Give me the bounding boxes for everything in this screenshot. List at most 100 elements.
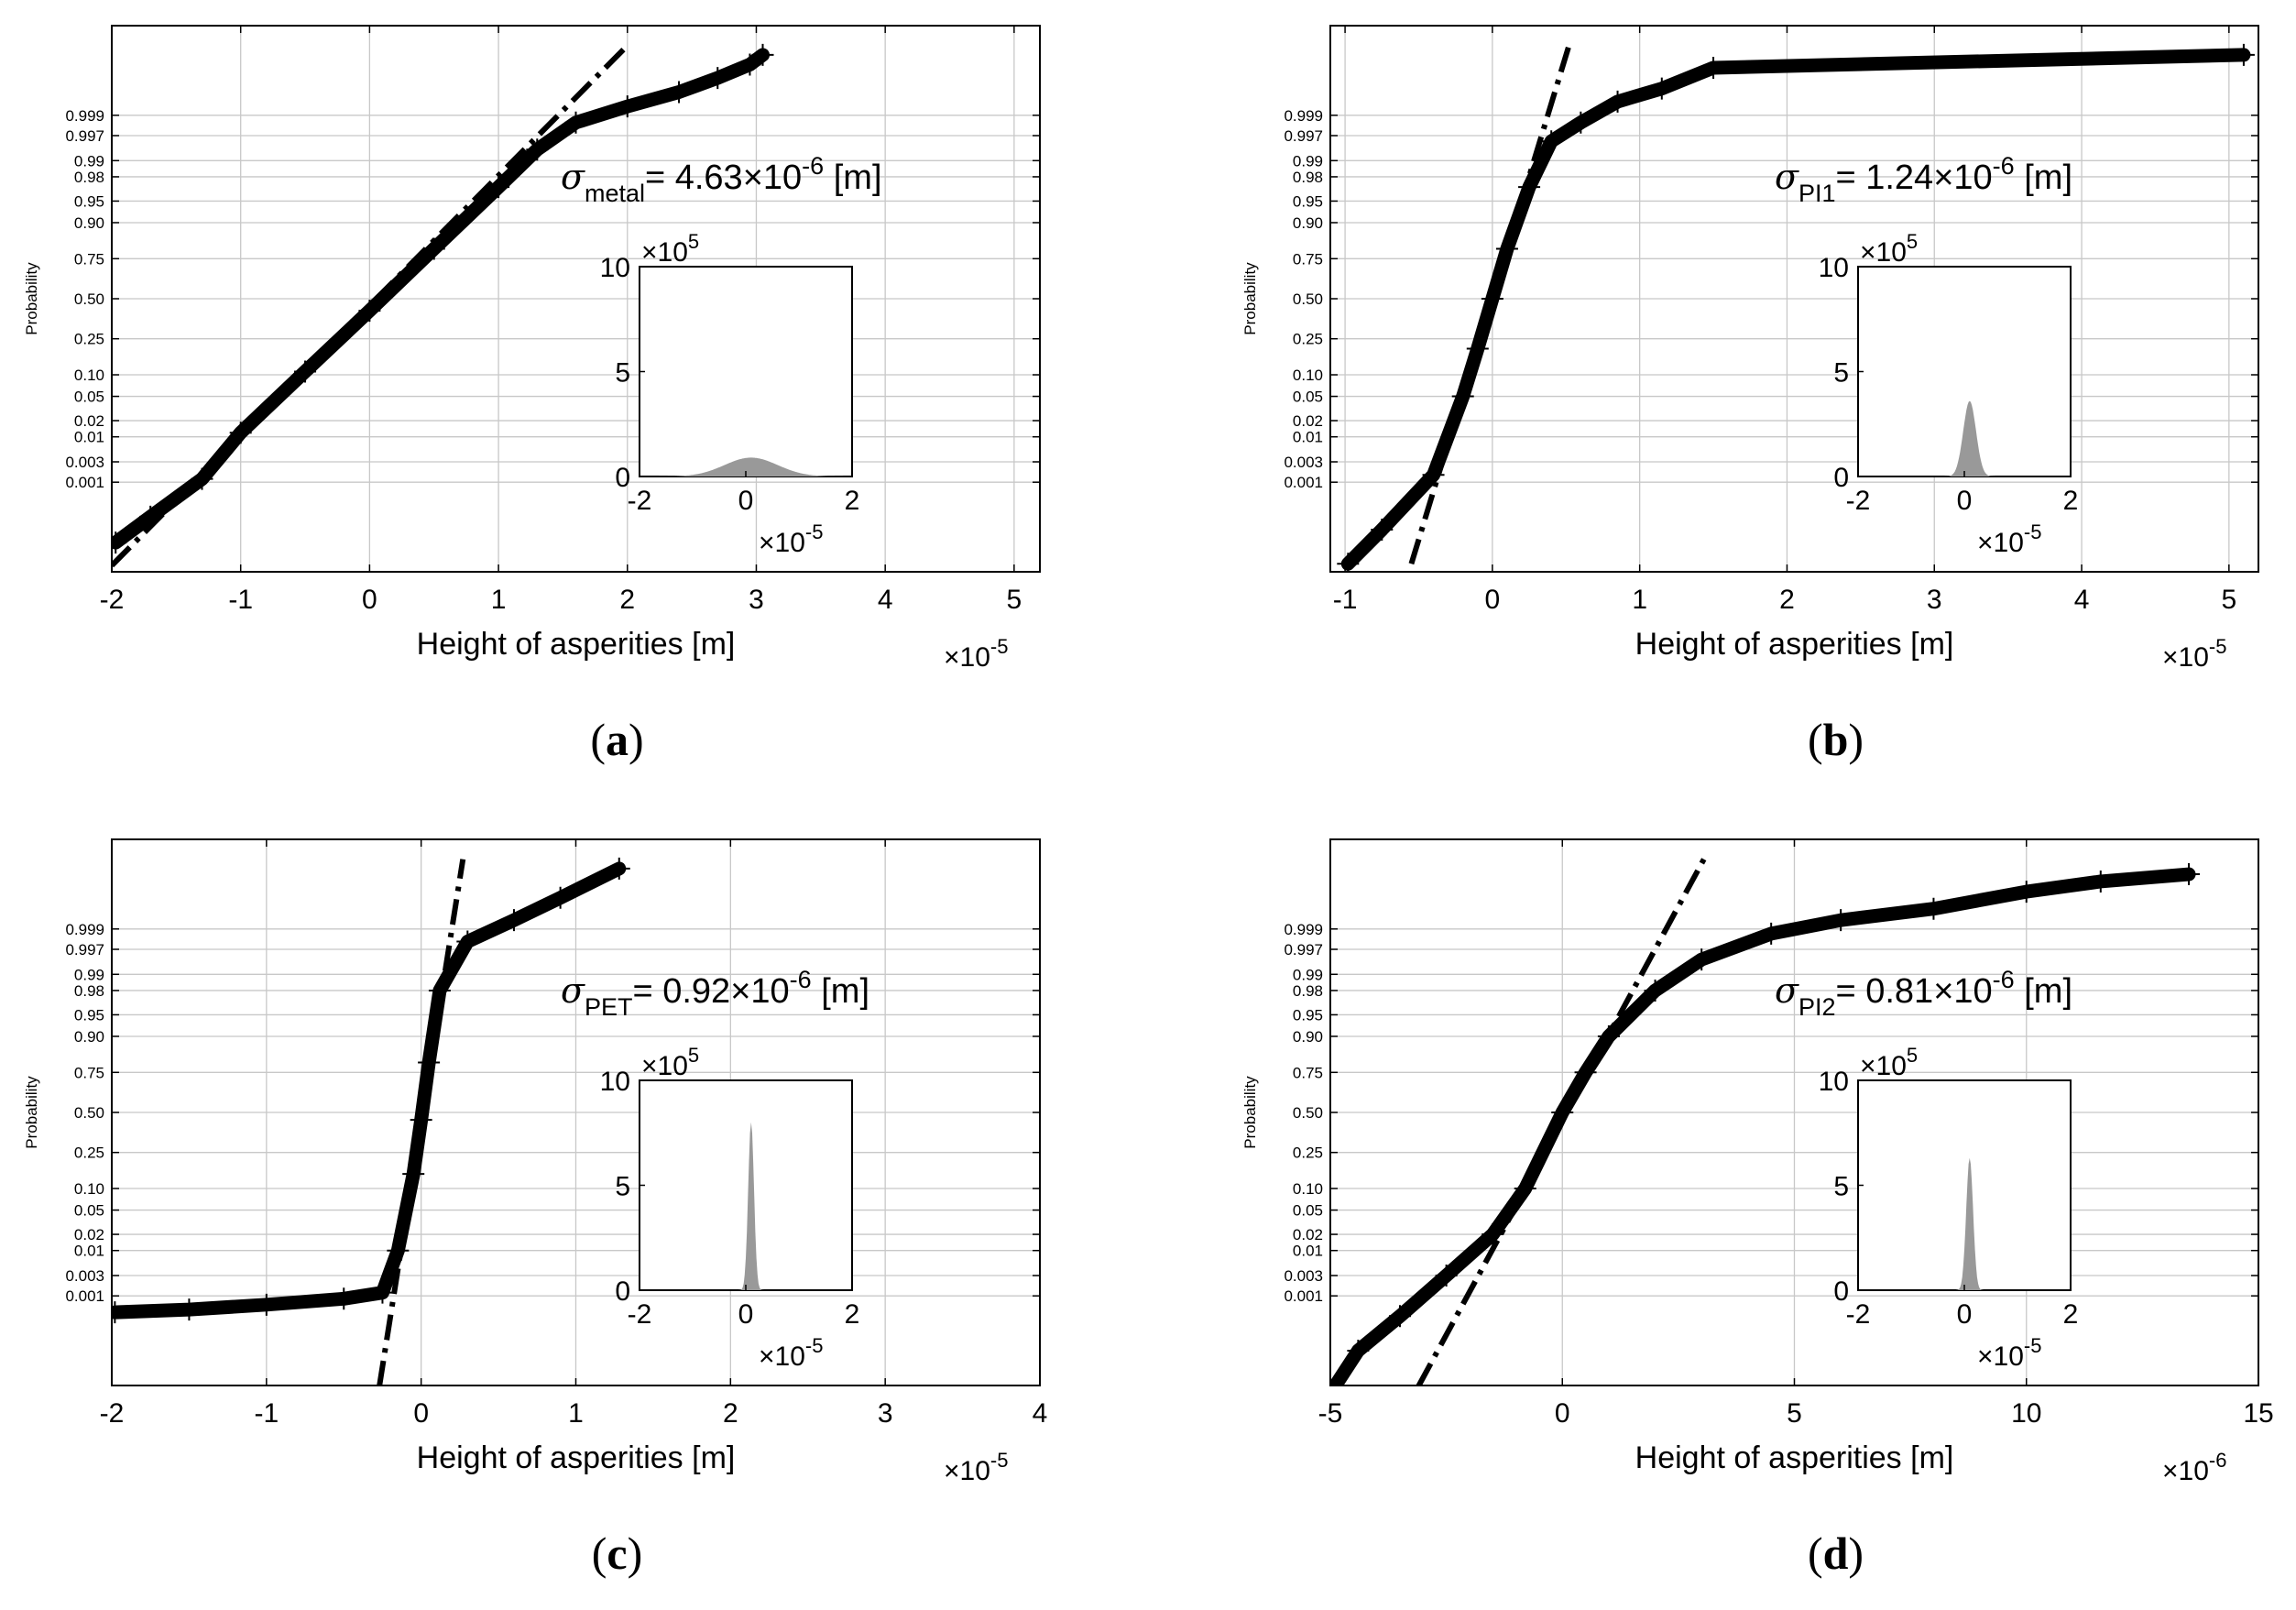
- data-point-marker: [1574, 1061, 1597, 1084]
- x-tick-label: -5: [1318, 1398, 1343, 1429]
- panel-caption: (a): [590, 714, 643, 765]
- data-point-marker: [526, 138, 549, 161]
- x-tick-label: -1: [1333, 585, 1358, 615]
- inset-y-multiplier-base: ×10: [641, 1051, 688, 1081]
- inset-x-tick-label: 0: [738, 1299, 754, 1330]
- y-tick-label: 0.50: [1293, 290, 1323, 308]
- data-point-marker: [607, 857, 630, 880]
- data-point-marker: [1597, 1024, 1620, 1047]
- y-tick-label: 0.997: [1284, 127, 1323, 145]
- inset-x-tick-label: 0: [738, 486, 754, 516]
- data-point-marker: [229, 422, 252, 444]
- x-axis-label: Height of asperities [m]: [1635, 627, 1954, 662]
- data-point-marker: [428, 979, 451, 1002]
- y-tick-label: 0.01: [74, 429, 104, 446]
- data-point-marker: [387, 1239, 410, 1262]
- x-multiplier: ×10-5: [944, 635, 1008, 673]
- y-tick-label: 0.98: [1293, 169, 1323, 186]
- data-point-marker: [616, 95, 639, 118]
- sigma-value: = 4.63: [645, 159, 743, 197]
- y-tick-label: 0.99: [1293, 966, 1323, 983]
- data-point-marker: [1466, 337, 1489, 360]
- data-point-marker: [294, 360, 317, 383]
- sigma-exponent: -6: [1993, 966, 2015, 993]
- y-tick-label: 0.02: [74, 412, 104, 430]
- data-point-marker: [1330, 1375, 1347, 1385]
- x-tick-label: -2: [100, 1398, 125, 1429]
- axes-frame: [111, 838, 1041, 1386]
- y-tick-label: 0.90: [1293, 1028, 1323, 1046]
- y-tick-label: 0.75: [74, 1064, 104, 1081]
- data-point-marker: [178, 1298, 201, 1321]
- y-tick-label: 0.95: [74, 1006, 104, 1024]
- x-tick-label: -2: [100, 585, 125, 615]
- inset-x-multiplier: ×10-5: [1977, 1334, 2041, 1372]
- data-point-marker: [333, 1287, 355, 1310]
- y-tick-label: 0.999: [65, 107, 104, 125]
- data-point-marker: [1514, 1177, 1536, 1200]
- inset-y-tick-label: 5: [1833, 358, 1849, 389]
- sigma-annotation: σPI2= 0.81×10-6 [m]: [1775, 966, 2072, 1021]
- data-point-marker: [1347, 1339, 1370, 1362]
- sigma-times: ×10: [730, 972, 789, 1011]
- sigma-annotation: σPET= 0.92×10-6 [m]: [561, 966, 869, 1021]
- x-tick-label: 0: [362, 585, 377, 615]
- inset-x-tick-label: 2: [845, 1299, 860, 1330]
- inset-x-multiplier-base: ×10: [1977, 528, 2024, 558]
- y-tick-label: 0.98: [1293, 982, 1323, 1000]
- panel-b: -1 0 1 2 3 4 5 0.999 0.997 0.990.98 0.95 0.90 0.75 0.…: [1241, 25, 2259, 765]
- y-tick-label: 0.75: [1293, 1064, 1323, 1081]
- y-tick-label: 0.999: [1284, 107, 1323, 125]
- sigma-value: = 0.92: [632, 972, 730, 1011]
- data-curve: [1340, 48, 2251, 571]
- y-tick-label: 0.50: [1293, 1104, 1323, 1122]
- y-axis-label: Probability: [1241, 262, 1259, 335]
- inset-x-multiplier-exponent: -5: [805, 520, 824, 543]
- panel-a: -2 -1 0 1 2 3 4 5 0.999 0.997 0.990.98 0.95 0.90 0.75…: [23, 25, 1041, 765]
- caption-letter: b: [1823, 714, 1849, 765]
- inset-x-tick-label: 2: [2063, 486, 2079, 516]
- inset-x-multiplier: ×10-5: [759, 1334, 823, 1372]
- sigma-times: ×10: [743, 159, 802, 197]
- data-point-marker: [1760, 922, 1783, 945]
- data-point-marker: [1495, 237, 1518, 260]
- sigma-value: = 0.81: [1835, 972, 1933, 1011]
- y-tick-label: 0.02: [1293, 1226, 1323, 1243]
- inset-distribution-fill: [1858, 1157, 2071, 1290]
- inset-y-tick-label: 0: [615, 1276, 630, 1307]
- caption-close: ): [1848, 714, 1864, 765]
- data-point-marker: [410, 1109, 432, 1132]
- y-tick-label: 0.999: [1284, 921, 1323, 938]
- y-tick-label: 0.05: [1293, 1202, 1323, 1220]
- data-point-marker: [418, 1051, 441, 1074]
- x-tick-label: 4: [1033, 1398, 1048, 1429]
- x-multiplier-exponent: -6: [2209, 1449, 2227, 1472]
- y-tick-label: 0.02: [1293, 412, 1323, 430]
- sigma-exponent: -6: [802, 152, 824, 180]
- y-tick-label: 0.997: [65, 127, 104, 145]
- data-point-marker: [502, 909, 525, 932]
- data-point-marker: [255, 1293, 278, 1316]
- axes-frame: [111, 25, 1041, 573]
- y-tick-label: 0.50: [74, 1104, 104, 1122]
- y-tick-label: 0.05: [74, 1202, 104, 1220]
- inset-y-multiplier-exponent: 5: [688, 230, 699, 253]
- y-tick-label: 0.997: [1284, 941, 1323, 958]
- inset-y-tick-label: 0: [615, 463, 630, 493]
- data-point-marker: [564, 111, 587, 134]
- y-tick-label: 0.90: [74, 1028, 104, 1046]
- inset-y-multiplier: ×105: [1860, 230, 1918, 268]
- panel-caption: (c): [592, 1528, 643, 1579]
- y-tick-label: 0.05: [1293, 389, 1323, 406]
- panel-d: -5 0 5 10 15 0.999 0.997 0.990.98 0.95 0.90 0.75 0.…: [1241, 838, 2274, 1579]
- x-axis-label: Height of asperities [m]: [417, 1440, 736, 1475]
- x-tick-label: -1: [254, 1398, 279, 1429]
- x-tick-label: 4: [878, 585, 893, 615]
- inset-y-tick-label: 0: [1833, 1276, 1849, 1307]
- y-tick-label: 0.01: [74, 1243, 104, 1260]
- inset-distribution-fill: [640, 457, 852, 476]
- sigma-unit: [m]: [812, 972, 869, 1011]
- y-tick-label: 0.003: [65, 454, 104, 471]
